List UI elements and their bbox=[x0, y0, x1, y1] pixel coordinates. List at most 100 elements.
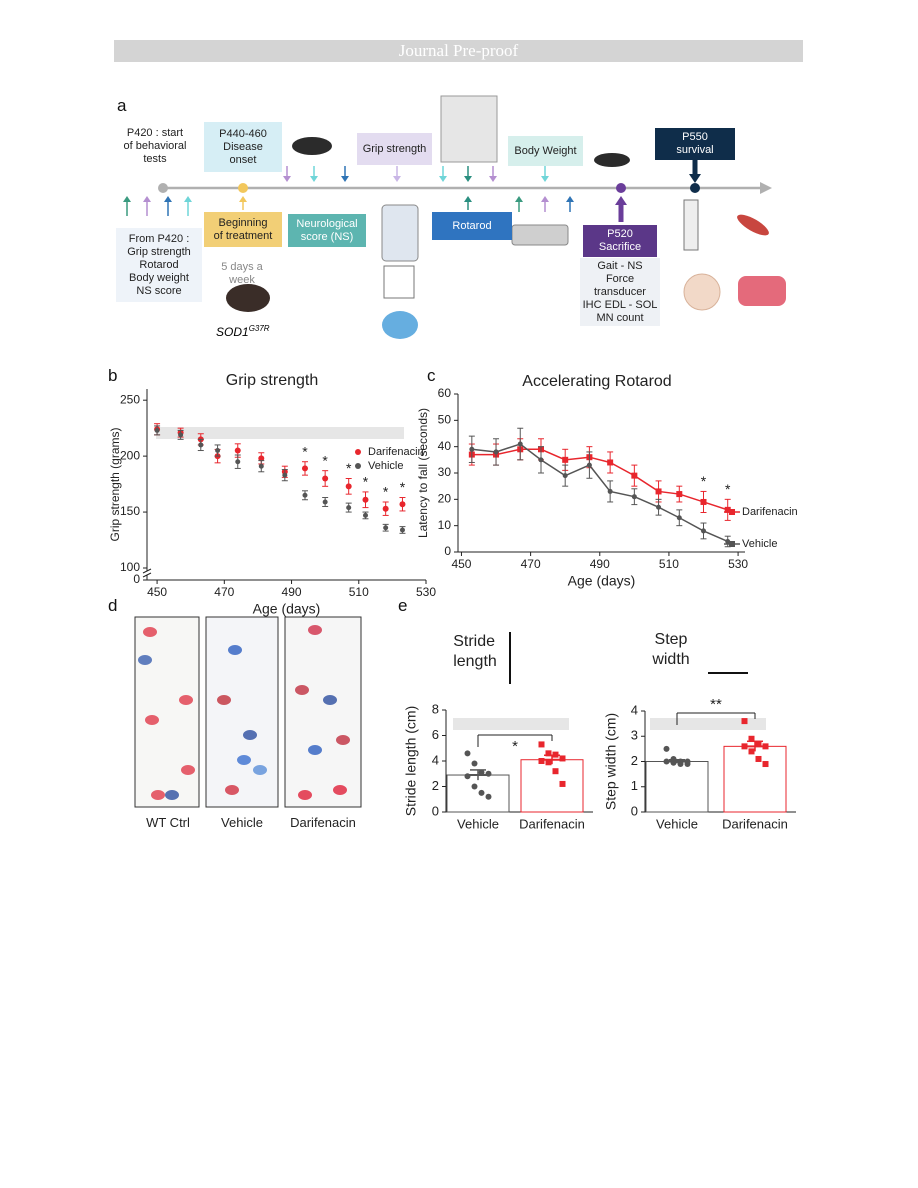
marker bbox=[362, 512, 368, 518]
marker bbox=[676, 515, 682, 521]
data-point bbox=[471, 783, 478, 790]
y-tick-label: 8 bbox=[432, 701, 439, 716]
legend-label: Darifenacin bbox=[368, 446, 424, 458]
y-tick-label: 3 bbox=[631, 728, 638, 743]
timeline-arrow-head bbox=[541, 196, 549, 202]
marker bbox=[701, 528, 707, 534]
force-icon bbox=[683, 199, 699, 251]
significance-mark: ** bbox=[710, 696, 722, 713]
data-point bbox=[545, 750, 552, 757]
marker bbox=[382, 505, 389, 512]
data-point bbox=[741, 718, 748, 725]
footprint-image bbox=[134, 616, 200, 808]
data-point bbox=[748, 748, 755, 755]
significance-mark: * bbox=[701, 473, 707, 489]
image-label: Vehicle bbox=[221, 814, 263, 830]
significance-mark: * bbox=[400, 479, 406, 495]
x-tick-label: Darifenacin bbox=[722, 816, 788, 831]
timeline-arrow-head bbox=[689, 174, 701, 183]
significance-mark: * bbox=[512, 738, 518, 755]
data-point bbox=[545, 759, 552, 766]
data-point bbox=[663, 745, 670, 752]
data-point bbox=[485, 770, 492, 777]
y-tick-label: 1 bbox=[631, 778, 638, 793]
timeline-dot bbox=[158, 183, 168, 193]
marker bbox=[198, 442, 204, 448]
y-tick-label: 100 bbox=[120, 560, 140, 574]
timeline-box: P550 survival bbox=[655, 128, 735, 160]
timeline-box: Rotarod bbox=[432, 212, 512, 240]
data-point bbox=[748, 735, 755, 742]
timeline-arrow-head bbox=[464, 196, 472, 202]
x-tick-label: 510 bbox=[659, 557, 679, 571]
marker bbox=[399, 501, 406, 508]
strain-sup: G37R bbox=[248, 324, 270, 333]
footprint bbox=[145, 715, 159, 725]
y-tick-label: 2 bbox=[432, 778, 439, 793]
timeline-dot bbox=[238, 183, 248, 193]
grip-cage-icon bbox=[383, 265, 415, 299]
x-tick-label: 490 bbox=[590, 557, 610, 571]
bar bbox=[645, 761, 709, 813]
marker bbox=[562, 456, 569, 463]
marker bbox=[469, 446, 475, 452]
timeline-arrow-head bbox=[615, 196, 627, 205]
x-tick-label: 490 bbox=[282, 585, 302, 599]
footprint bbox=[333, 785, 347, 795]
strain-label: SOD1G37R bbox=[216, 324, 270, 339]
redaction-band bbox=[453, 718, 569, 730]
footprint-image bbox=[284, 616, 362, 808]
x-axis-label: Age (days) bbox=[568, 573, 636, 589]
footprint bbox=[237, 755, 251, 765]
data-point bbox=[677, 761, 684, 768]
y-axis-label: Latency to fall (seconds) bbox=[416, 408, 430, 538]
y-axis-label: Step width (cm) bbox=[603, 713, 619, 810]
y-tick-label: 40 bbox=[438, 439, 452, 453]
marker bbox=[676, 491, 683, 498]
legend-marker bbox=[355, 463, 361, 469]
significance-mark: * bbox=[383, 484, 389, 500]
y-axis-label: Stride length (cm) bbox=[403, 706, 419, 816]
x-tick-label: 450 bbox=[451, 557, 471, 571]
timeline-arrow-head bbox=[143, 196, 151, 202]
x-tick-label: 510 bbox=[349, 585, 369, 599]
x-tick-label: 450 bbox=[147, 585, 167, 599]
marker bbox=[178, 432, 184, 438]
data-point bbox=[552, 768, 559, 775]
y-tick-label: 150 bbox=[120, 504, 140, 518]
y-tick-label: 0 bbox=[133, 572, 140, 586]
marker bbox=[725, 538, 731, 544]
footprint bbox=[138, 655, 152, 665]
y-tick-label: 250 bbox=[120, 392, 140, 406]
rotarod-icon bbox=[440, 95, 498, 163]
significance-mark: * bbox=[725, 481, 731, 497]
data-point bbox=[559, 755, 566, 762]
timeline-arrow-head bbox=[341, 176, 349, 182]
legend-marker bbox=[729, 509, 735, 515]
marker bbox=[631, 472, 638, 479]
marker bbox=[538, 457, 544, 463]
timeline-box: P420 : start of behavioral tests bbox=[110, 120, 200, 172]
footprint bbox=[243, 730, 257, 740]
marker bbox=[154, 427, 160, 433]
icon-label: Step width bbox=[652, 631, 690, 668]
timeline-arrow-head bbox=[123, 196, 131, 202]
marker bbox=[607, 459, 614, 466]
data-point bbox=[663, 758, 670, 765]
x-tick-label: 470 bbox=[214, 585, 234, 599]
muscle-icon bbox=[737, 214, 769, 236]
marker bbox=[215, 448, 221, 454]
data-point bbox=[478, 769, 485, 776]
marker bbox=[362, 496, 369, 503]
data-point bbox=[471, 760, 478, 767]
data-point bbox=[552, 751, 559, 758]
marker bbox=[562, 473, 568, 479]
redaction-band bbox=[650, 718, 766, 730]
footprint bbox=[323, 695, 337, 705]
timeline-arrow-head bbox=[439, 176, 447, 182]
footprint bbox=[336, 735, 350, 745]
timeline-dot bbox=[616, 183, 626, 193]
marker bbox=[234, 447, 241, 454]
